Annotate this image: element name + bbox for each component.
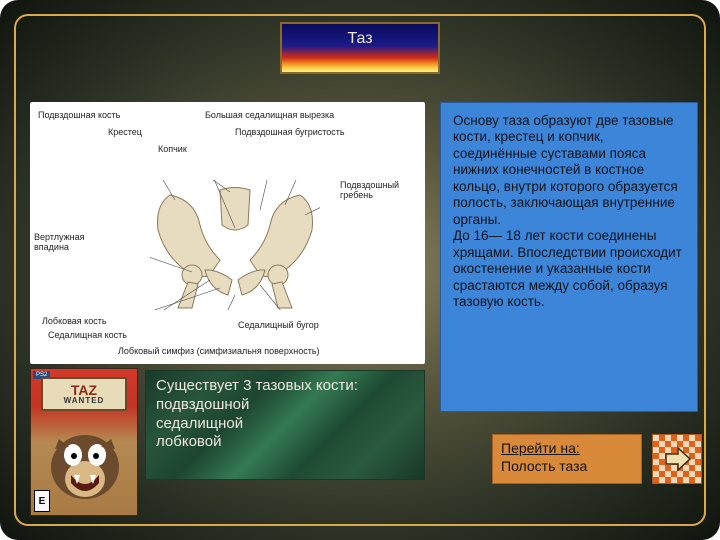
label-ischial-tuber: Седалищный бугор — [238, 320, 319, 330]
summary-line3: седалищной — [156, 415, 414, 434]
info-p2: кости, крестец и копчик, соединённые сус… — [453, 129, 685, 228]
label-iliac-crest: Подвздошный гребень — [340, 180, 420, 200]
label-acetabulum: Вертлужная впадина — [34, 232, 94, 252]
taz-character — [41, 425, 129, 503]
info-p3: До 16— 18 лет кости соединены хрящами. В… — [453, 228, 685, 310]
label-pubis: Лобковая кость — [42, 316, 107, 326]
summary-line2: подвздошной — [156, 396, 414, 415]
next-button[interactable] — [652, 434, 702, 484]
slide-title: Таз — [280, 22, 440, 74]
label-ilium: Подвздошная кость — [38, 110, 120, 120]
label-coccyx: Копчик — [158, 144, 187, 154]
arrow-right-icon — [662, 444, 692, 474]
label-symphysis: Лобковый симфиз (симфизиальня поверхност… — [118, 346, 320, 356]
label-sacrum: Крестец — [108, 127, 142, 137]
label-sciatic-notch: Большая седалищная вырезка — [205, 110, 334, 120]
nav-label: Перейти на: — [501, 439, 633, 457]
pelvis-diagram: Подвздошная кость Крестец Копчик Большая… — [30, 102, 425, 364]
game-title: TAZ — [71, 384, 97, 397]
label-ischium: Седалищная кость — [48, 330, 127, 340]
pelvis-illustration — [150, 180, 320, 310]
rating-badge: E — [34, 490, 50, 512]
nav-target: Полость таза — [501, 457, 633, 475]
bones-summary-box: Существует 3 тазовых кости: подвздошной … — [145, 370, 425, 480]
info-panel: Основу таза образуют две тазовые кости, … — [440, 102, 698, 412]
nav-link-box[interactable]: Перейти на: Полость таза — [492, 434, 642, 484]
label-iliac-tuberosity: Подвздошная бугристость — [235, 127, 345, 137]
game-cover: PS2 TAZ WANTED E — [30, 368, 138, 516]
info-p1: Основу таза образуют две тазовые — [453, 113, 685, 129]
title-text: Таз — [347, 30, 372, 48]
slide-root: Таз Подвздошная кость Крестец Копчик Бол… — [0, 0, 720, 540]
game-subtitle: WANTED — [64, 397, 105, 404]
game-title-board: TAZ WANTED — [41, 377, 127, 411]
summary-line4: лобковой — [156, 433, 414, 452]
summary-line1: Существует 3 тазовых кости: — [156, 377, 414, 396]
